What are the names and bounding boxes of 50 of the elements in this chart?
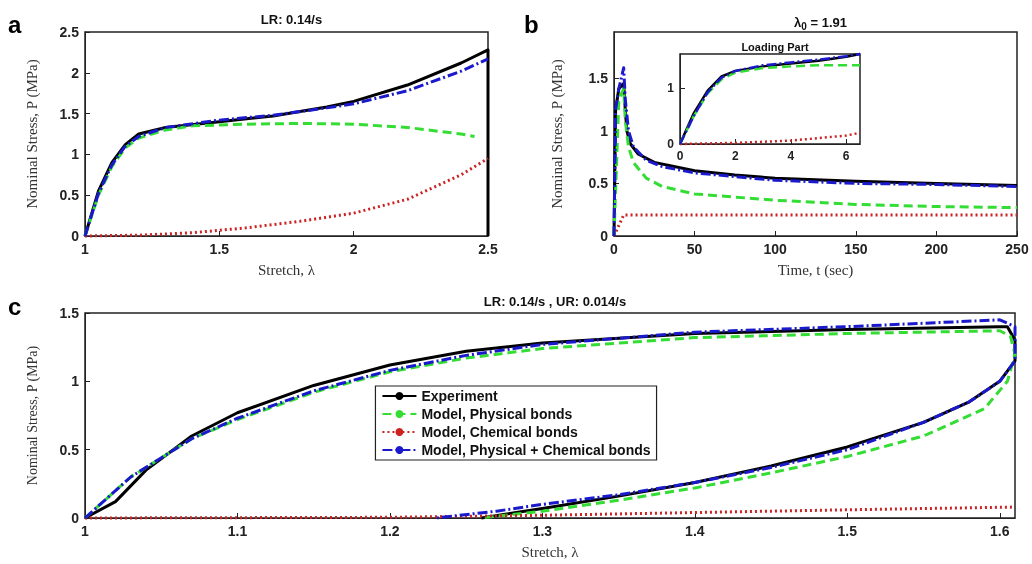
x-tick-label: 0: [676, 149, 684, 163]
x-tick-label: 6: [842, 149, 850, 163]
y-tick-label: 0.5: [59, 441, 80, 458]
legend-label: Experiment: [421, 388, 499, 404]
legend-label: Model, Physical + Chemical bonds: [421, 442, 651, 458]
x-tick-label: 1: [81, 241, 90, 257]
x-tick-label: 4: [787, 149, 795, 163]
y-tick-label: 2: [71, 64, 80, 81]
legend-label: Model, Physical bonds: [421, 406, 573, 422]
x-tick-label: 1.4: [685, 523, 705, 539]
y-tick-label: 1: [71, 373, 80, 390]
x-tick-label: 2.5: [478, 241, 498, 257]
y-tick-label: 2.5: [59, 24, 80, 40]
y-tick-label: 1: [600, 122, 609, 139]
text: c: [8, 292, 22, 320]
text: a: [8, 10, 22, 38]
x-axis-title: Stretch, λ: [257, 261, 316, 278]
y-tick-label: 0: [71, 510, 80, 526]
y-axis-title: Nominal Stress, P (MPa): [23, 59, 41, 209]
x-tick-label: 1.5: [209, 241, 230, 257]
x-tick-label: 150: [844, 241, 868, 257]
x-tick-label: 2: [349, 241, 358, 257]
x-tick-label: 50: [686, 241, 703, 257]
y-tick-label: 1.5: [59, 105, 80, 122]
x-tick-label: 2: [732, 149, 740, 163]
chart-title: LR: 0.14/s: [260, 12, 323, 27]
x-tick-label: 1.3: [532, 523, 553, 539]
x-tick-label: 0: [610, 241, 619, 257]
y-tick-label: 0: [71, 228, 80, 244]
y-tick-label: 0.5: [588, 175, 609, 192]
y-tick-label: 1.5: [588, 70, 609, 87]
text: b: [524, 10, 539, 38]
x-tick-label: 1.1: [227, 523, 248, 539]
y-axis-title: Nominal Stress, P (MPa): [24, 345, 41, 486]
x-tick-label: 1.2: [380, 523, 400, 539]
x-tick-label: 250: [1005, 241, 1029, 257]
y-tick-label: 1.5: [59, 305, 80, 321]
x-tick-label: 1.5: [837, 523, 858, 539]
x-axis-title: Time, t (sec): [777, 261, 854, 279]
legend-label: Model, Chemical bonds: [421, 424, 579, 440]
x-tick-label: 200: [924, 241, 949, 257]
y-tick-label: 0.5: [59, 187, 80, 204]
y-tick-label: 0: [600, 228, 609, 244]
x-tick-label: 100: [763, 241, 788, 257]
chart-title: Loading Part: [741, 40, 809, 53]
x-axis-title: Stretch, λ: [521, 543, 580, 560]
y-axis-title: Nominal Stress, P (MPa): [548, 59, 566, 209]
x-tick-label: 1: [81, 523, 90, 539]
x-tick-label: 1.6: [990, 523, 1010, 539]
chart-title: LR: 0.14/s , UR: 0.014/s: [483, 294, 627, 309]
